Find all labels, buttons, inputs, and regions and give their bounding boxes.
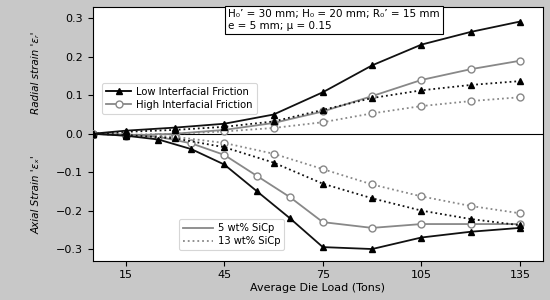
Legend: 5 wt% SiCp, 13 wt% SiCp: 5 wt% SiCp, 13 wt% SiCp (179, 220, 284, 250)
Text: H₀’ = 30 mm; H₀ = 20 mm; R₀’ = 15 mm
e = 5 mm; μ = 0.15: H₀’ = 30 mm; H₀ = 20 mm; R₀’ = 15 mm e =… (228, 10, 439, 31)
Text: Radial strain 'εᵣ': Radial strain 'εᵣ' (31, 32, 41, 114)
X-axis label: Average Die Load (Tons): Average Die Load (Tons) (250, 283, 386, 293)
Text: Axial Strain 'εₓ': Axial Strain 'εₓ' (31, 155, 41, 234)
